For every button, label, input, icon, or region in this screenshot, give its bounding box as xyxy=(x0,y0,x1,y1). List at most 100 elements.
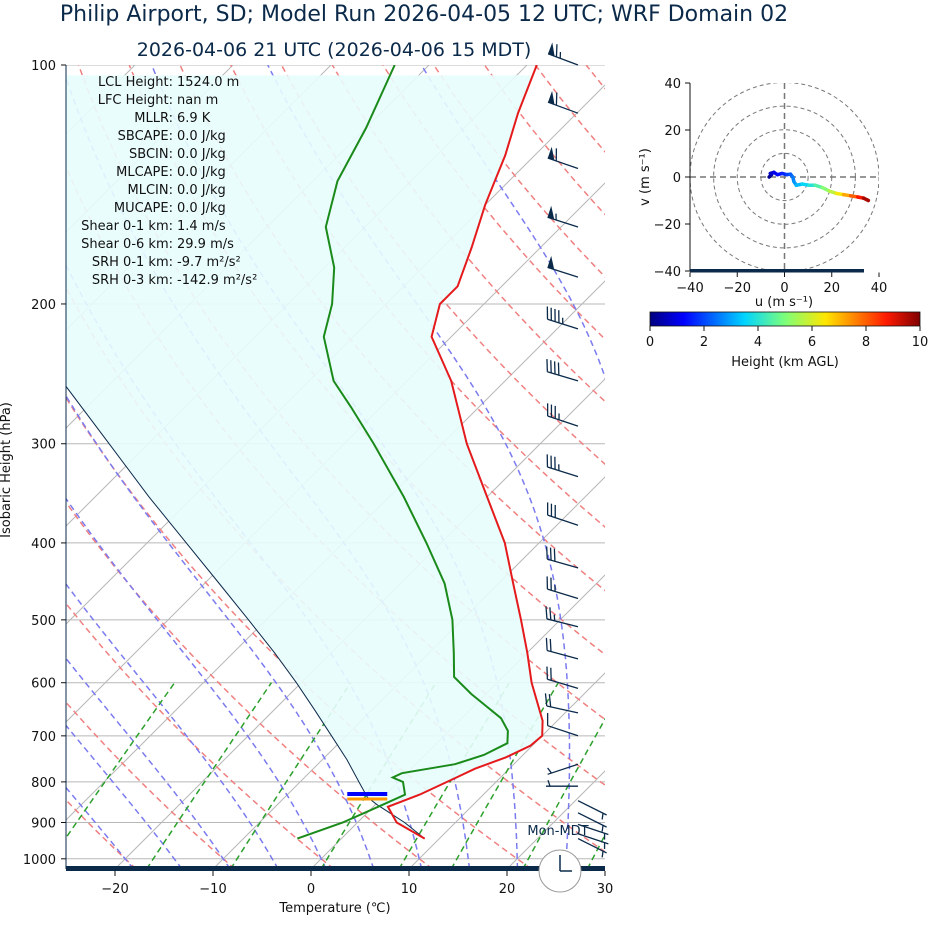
barb-shaft xyxy=(577,800,607,816)
y-tick-label: 600 xyxy=(31,677,56,692)
wind-barb xyxy=(577,812,607,832)
barb-shaft xyxy=(547,371,579,382)
barb-full xyxy=(553,548,556,562)
barb-shaft xyxy=(577,833,609,845)
barb-flag xyxy=(547,146,555,161)
barb-half xyxy=(547,779,551,787)
dry-adiabat xyxy=(66,602,335,869)
stat-label: SRH 0-3 km: xyxy=(92,273,173,288)
wind-barb xyxy=(577,823,609,840)
hodo-x-tick-label: −20 xyxy=(724,281,751,296)
hodograph-ticks: −40 −20 0 20 40 −40 −20 0 20 40 xyxy=(654,77,888,296)
stat-label: Shear 0-1 km: xyxy=(81,219,173,234)
barb-shaft xyxy=(546,618,579,628)
hodo-xlabel: u (m s⁻¹) xyxy=(755,295,813,310)
wind-barb xyxy=(546,306,579,330)
colorbar-tick-label: 0 xyxy=(646,335,654,350)
stat-value: -142.9 m²/s² xyxy=(177,273,257,288)
colorbar-label: Height (km AGL) xyxy=(731,355,839,370)
wind-barb xyxy=(545,606,579,628)
stat-value: 0.0 J/kg xyxy=(177,129,226,144)
wind-barbs xyxy=(544,42,609,858)
stat-label: MLCIN: xyxy=(128,183,173,198)
stat-label: LFC Height: xyxy=(98,93,173,108)
barb-half xyxy=(601,813,604,820)
stat-value: 0.0 J/kg xyxy=(177,147,226,162)
barb-shaft xyxy=(547,318,579,330)
stat-value: 0.0 J/kg xyxy=(177,201,226,216)
wind-barb xyxy=(577,833,609,849)
hodo-rings xyxy=(690,83,879,271)
y-tick-label: 300 xyxy=(31,438,56,453)
dewpoint-profile xyxy=(296,65,509,840)
barb-flag xyxy=(547,255,555,270)
hodo-segment xyxy=(861,196,871,203)
wind-barb xyxy=(546,546,579,569)
moist-adiabat xyxy=(711,65,844,869)
colorbar-tick-label: 2 xyxy=(700,335,708,350)
mixing-ratio-line xyxy=(450,682,559,869)
hodo-bottom-spine xyxy=(690,269,864,273)
stat-label: MLLR: xyxy=(134,111,173,126)
barb-flag xyxy=(548,90,555,105)
hodo-y-tick-label: −40 xyxy=(654,265,681,280)
barb-shaft xyxy=(547,514,579,526)
hodo-ylabel: v (m s⁻¹) xyxy=(638,148,653,206)
clock-icon xyxy=(538,849,582,893)
dry-adiabat xyxy=(534,65,605,153)
chart-subtitle: 2026-04-06 21 UTC (2026-04-06 15 MDT) xyxy=(137,39,532,61)
x-tick-label: −20 xyxy=(101,882,128,897)
barb-half xyxy=(547,767,552,774)
wind-barb xyxy=(547,763,579,775)
skewt-ticks: −20 −10 0 10 20 30 1000 900 800 700 600 500 400 300 20… xyxy=(23,59,613,897)
stat-label: MLCAPE: xyxy=(116,165,173,180)
stat-value: nan m xyxy=(177,93,218,108)
wind-barb xyxy=(546,403,579,427)
mixing-ratio-line xyxy=(145,682,273,869)
wind-barb xyxy=(546,576,579,600)
barb-shaft xyxy=(546,705,579,714)
x-tick-label: 0 xyxy=(307,882,315,897)
mixing-ratio-line xyxy=(66,682,176,840)
moist-adiabat xyxy=(66,786,135,869)
barb-shaft xyxy=(577,812,607,828)
barb-shaft xyxy=(577,838,607,854)
clock-label: Mon-MDT xyxy=(527,824,588,839)
x-tick-label: 10 xyxy=(401,882,418,897)
mixing-ratio-line xyxy=(522,717,605,869)
dry-adiabat xyxy=(66,798,137,869)
cin-shading xyxy=(66,75,543,839)
barb-full xyxy=(549,547,552,561)
x-tick-label: 20 xyxy=(499,882,516,897)
x-tick-label: 30 xyxy=(597,882,614,897)
barb-full xyxy=(544,693,548,707)
skewt-profiles xyxy=(66,65,544,840)
stat-value: -9.7 m²/s² xyxy=(177,255,241,270)
wind-barb xyxy=(547,205,579,228)
barb-shaft xyxy=(577,823,609,836)
barb-full xyxy=(545,606,548,619)
hodo-x-tick-label: 40 xyxy=(871,281,888,296)
isotherm-line xyxy=(604,868,605,869)
barb-shaft xyxy=(547,466,579,478)
dry-adiabat xyxy=(77,65,605,721)
stat-value: 1.4 m/s xyxy=(177,219,226,234)
colorbar-ticks: 0 2 4 6 8 10 xyxy=(646,326,928,350)
wind-barb xyxy=(546,713,579,737)
stat-label: Shear 0-6 km: xyxy=(81,237,173,252)
barb-shaft xyxy=(547,678,579,690)
colorbar xyxy=(649,311,921,327)
parcel-profile xyxy=(66,385,426,839)
hodo-y-tick-label: 0 xyxy=(673,171,681,186)
wind-barb xyxy=(547,146,579,170)
skewt-ylabel: Isobaric Height (hPa) xyxy=(0,402,14,538)
dry-adiabat xyxy=(280,65,605,466)
mixing-ratio-line xyxy=(586,833,605,869)
stat-label: SBCAPE: xyxy=(118,129,173,144)
stat-value: 6.9 K xyxy=(177,111,211,126)
y-tick-label: 400 xyxy=(31,537,56,552)
barb-shaft xyxy=(547,588,579,600)
barb-flag xyxy=(548,42,555,57)
y-tick-label: 800 xyxy=(31,776,56,791)
